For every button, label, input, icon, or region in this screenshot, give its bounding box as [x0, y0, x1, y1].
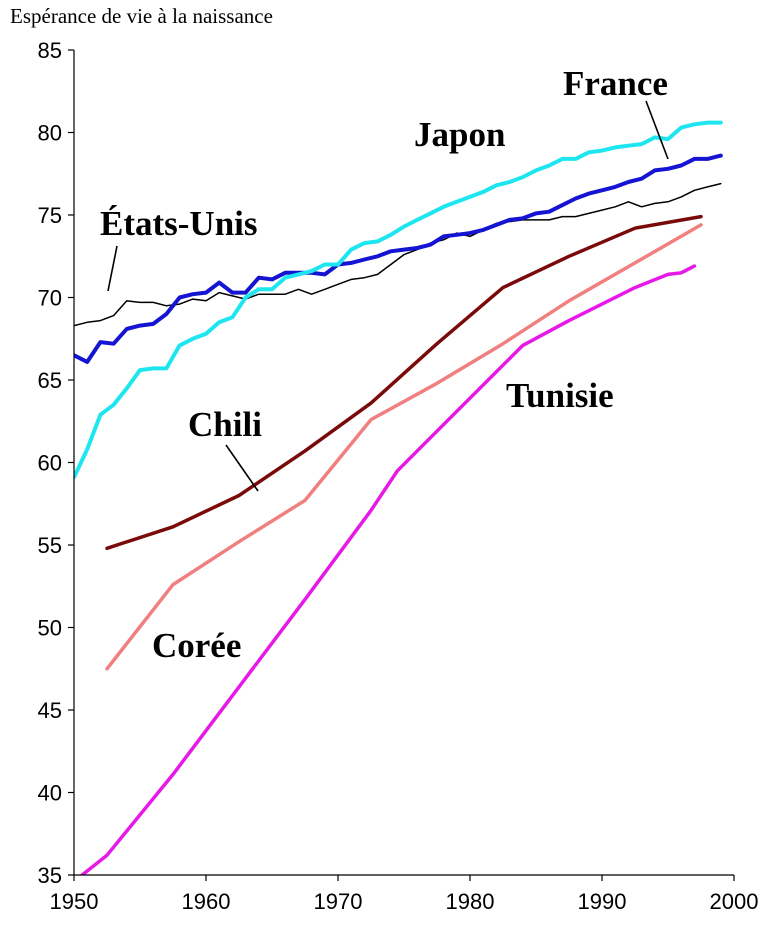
x-tick-label: 1960	[182, 889, 231, 914]
label-japon: Japon	[414, 115, 505, 154]
y-tick-label: 60	[38, 451, 62, 476]
y-axis-title: Espérance de vie à la naissance	[10, 4, 273, 28]
x-tick-label: 1980	[446, 889, 495, 914]
label-layer: Japon France États-Unis Chili Tunisie Co…	[100, 64, 669, 665]
x-tick-label: 1970	[314, 889, 363, 914]
label-tunisie: Tunisie	[506, 376, 614, 415]
series-tunisie	[79, 264, 697, 875]
y-tick-label: 45	[38, 698, 62, 723]
y-tick-label: 70	[38, 286, 62, 311]
series-layer	[74, 120, 723, 875]
y-tick-label: 85	[38, 38, 62, 63]
y-tick-label: 75	[38, 203, 62, 228]
leader-line-chili	[225, 444, 259, 492]
axes-layer: 35 40 45 50 55 60 65 70 75 80 85 1950 1960 1970 1980 19…	[38, 38, 759, 914]
y-tick-label: 65	[38, 368, 62, 393]
label-france: France	[563, 64, 668, 103]
x-tick-label: 2000	[710, 889, 759, 914]
y-tick-label: 35	[38, 863, 62, 888]
y-tick-label: 55	[38, 533, 62, 558]
y-tick-label: 80	[38, 121, 62, 146]
series-etats-unis	[74, 182, 722, 327]
x-tick-label: 1950	[50, 889, 99, 914]
series-france	[74, 153, 723, 364]
leader-line-france	[645, 100, 669, 160]
series-japon	[74, 120, 723, 480]
label-coree: Corée	[152, 626, 241, 665]
y-tick-label: 50	[38, 616, 62, 641]
leader-line-etats-unis	[107, 245, 118, 292]
label-chili: Chili	[188, 405, 262, 444]
series-chili	[105, 214, 703, 551]
series-coree	[105, 223, 703, 671]
y-tick-label: 40	[38, 781, 62, 806]
x-tick-label: 1990	[578, 889, 627, 914]
label-etats-unis: États-Unis	[100, 204, 258, 243]
